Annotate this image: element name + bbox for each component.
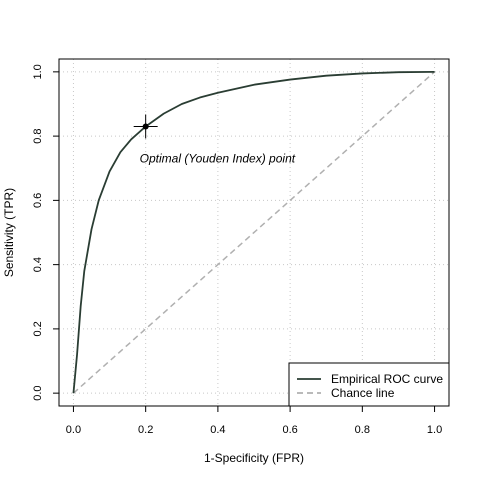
series-roc-curve — [72, 70, 435, 394]
legend-entry-chance: Chance line — [331, 386, 395, 400]
annotation-optimal-point: Optimal (Youden Index) point — [140, 151, 296, 165]
x-axis: 0.0 0.2 0.4 0.6 0.8 1.0 — [66, 406, 442, 436]
y-tick-label-1: 0.2 — [32, 321, 44, 336]
x-tick-label-4: 0.8 — [355, 424, 370, 436]
legend-box — [288, 362, 450, 407]
y-tick-label-2: 0.4 — [32, 257, 44, 272]
x-axis-title: 1-Specificity (FPR) — [204, 451, 304, 465]
y-tick-label-4: 0.8 — [32, 128, 44, 143]
optimal-point-marker — [133, 114, 158, 139]
marker-point — [142, 123, 149, 130]
x-tick-label-3: 0.6 — [282, 424, 297, 436]
legend-entry-roc: Empirical ROC curve — [331, 372, 443, 386]
y-tick-label-0: 0.0 — [32, 385, 44, 400]
y-tick-label-3: 0.6 — [32, 193, 44, 208]
legend: Empirical ROC curve Chance line — [288, 362, 450, 407]
x-tick-label-0: 0.0 — [66, 424, 81, 436]
x-tick-label-5: 1.0 — [427, 424, 442, 436]
y-tick-label-5: 1.0 — [32, 64, 44, 79]
y-axis: 0.0 0.2 0.4 0.6 0.8 1.0 — [32, 64, 59, 401]
x-tick-label-1: 0.2 — [138, 424, 153, 436]
plot-frame — [58, 58, 450, 407]
series-layer — [72, 70, 436, 394]
y-axis-title: Sensitivity (TPR) — [2, 188, 16, 277]
series-chance-line — [72, 71, 436, 394]
x-tick-label-2: 0.4 — [210, 424, 225, 436]
